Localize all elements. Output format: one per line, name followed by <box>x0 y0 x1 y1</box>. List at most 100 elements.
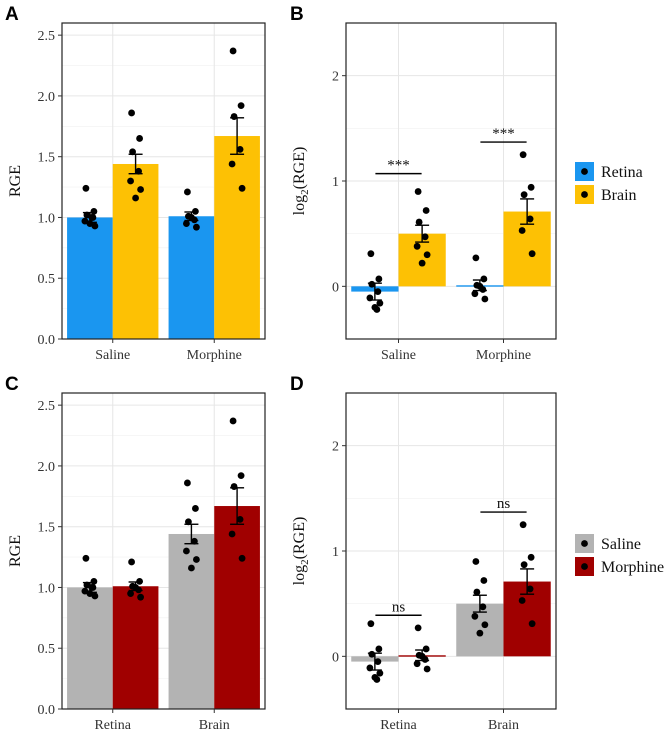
y-axis-title-subscript: 2 <box>299 559 311 565</box>
data-point <box>236 146 244 153</box>
legend-point <box>581 540 588 547</box>
y-tick-label: 2.0 <box>38 460 56 475</box>
data-point <box>376 669 384 677</box>
error-bar <box>415 224 430 243</box>
data-point <box>228 530 236 538</box>
panel-label: D <box>290 374 304 395</box>
legend-point <box>581 191 588 198</box>
data-point <box>413 660 421 668</box>
data-point <box>188 564 195 572</box>
data-point <box>368 650 376 658</box>
data-point <box>132 194 139 202</box>
data-point <box>90 577 98 585</box>
x-tick-label: Morphine <box>476 348 531 363</box>
y-tick-label: 0.0 <box>38 333 56 348</box>
y-tick-label: 0.5 <box>38 272 56 287</box>
data-point <box>184 479 191 487</box>
data-point <box>192 207 199 215</box>
data-point <box>526 585 534 593</box>
data-point <box>480 577 488 584</box>
data-point <box>229 417 237 425</box>
plot-frame <box>61 22 266 340</box>
x-tick-label: Morphine <box>187 348 242 363</box>
bar <box>67 587 113 709</box>
data-point <box>422 645 430 653</box>
data-point <box>520 191 528 199</box>
data-point <box>237 472 245 480</box>
data-point <box>193 556 200 563</box>
data-point <box>88 584 96 591</box>
data-point <box>418 652 426 660</box>
x-tick-label: Brain <box>488 718 519 733</box>
data-point <box>192 505 199 512</box>
data-point <box>86 590 94 597</box>
y-axis-title: log2(RGE) <box>291 517 311 586</box>
data-point <box>480 275 488 283</box>
y-tick-label: 0.5 <box>38 642 56 657</box>
data-point <box>481 621 489 629</box>
data-point <box>414 188 422 195</box>
bar <box>168 533 215 709</box>
bar <box>214 506 260 709</box>
data-point <box>415 218 423 226</box>
legend-label: Saline <box>601 536 641 553</box>
data-point <box>188 214 195 221</box>
y-tick-label: 1.5 <box>38 151 56 166</box>
y-tick-label: 1.5 <box>38 521 56 536</box>
bar <box>67 217 113 339</box>
legend-tissue: Retina Brain <box>575 162 643 204</box>
data-point <box>368 280 376 288</box>
bar <box>168 216 215 339</box>
y-axis-title-rest: (RGE) <box>291 147 308 190</box>
data-point <box>473 588 481 596</box>
data-point <box>518 227 526 234</box>
data-point <box>527 183 535 191</box>
panel-label: C <box>5 374 19 395</box>
panel-label: A <box>5 4 19 25</box>
data-point <box>90 207 98 215</box>
data-point <box>518 597 526 604</box>
panel-c: C 0.0 0.5 1.0 1.5 2.0 2.5 Retina Brain RGE <box>5 374 266 733</box>
y-axis-title-main: log <box>291 195 308 215</box>
data-point <box>230 483 238 490</box>
data-point <box>183 220 190 227</box>
data-point <box>520 561 528 569</box>
data-point <box>193 223 200 231</box>
data-point <box>137 593 144 601</box>
data-point <box>471 612 479 620</box>
data-point <box>528 620 536 628</box>
y-axis-title: RGE <box>7 165 24 197</box>
y-tick-label: 1.0 <box>38 211 56 226</box>
y-tick-label: 2.5 <box>38 399 56 414</box>
data-point <box>373 676 381 683</box>
significance-label: ns <box>497 496 511 512</box>
y-axis-title-subscript: 2 <box>299 189 311 195</box>
y-axis-title: log2(RGE) <box>291 147 311 216</box>
data-point <box>88 214 96 221</box>
legend-label: Retina <box>601 164 643 181</box>
panel-a: A 0.0 0.5 1.0 1.5 2.0 2.5 Saline Morphine RGE <box>5 4 266 363</box>
data-point <box>519 521 527 529</box>
panel-label: B <box>290 4 304 25</box>
error-bar <box>472 594 487 613</box>
significance-label: ns <box>392 599 406 615</box>
data-point <box>418 259 426 267</box>
data-point <box>238 554 246 562</box>
x-tick-label: Retina <box>380 718 417 733</box>
data-point <box>228 160 236 168</box>
data-point <box>132 584 139 591</box>
bar <box>112 586 159 709</box>
data-point <box>238 184 246 192</box>
data-point <box>229 47 237 55</box>
data-point <box>128 109 135 117</box>
data-point <box>421 233 429 241</box>
data-point <box>423 665 431 673</box>
data-point <box>366 294 374 302</box>
x-tick-label: Saline <box>95 348 130 363</box>
significance-label: *** <box>387 158 410 174</box>
data-point <box>136 135 143 142</box>
data-point <box>136 577 143 585</box>
